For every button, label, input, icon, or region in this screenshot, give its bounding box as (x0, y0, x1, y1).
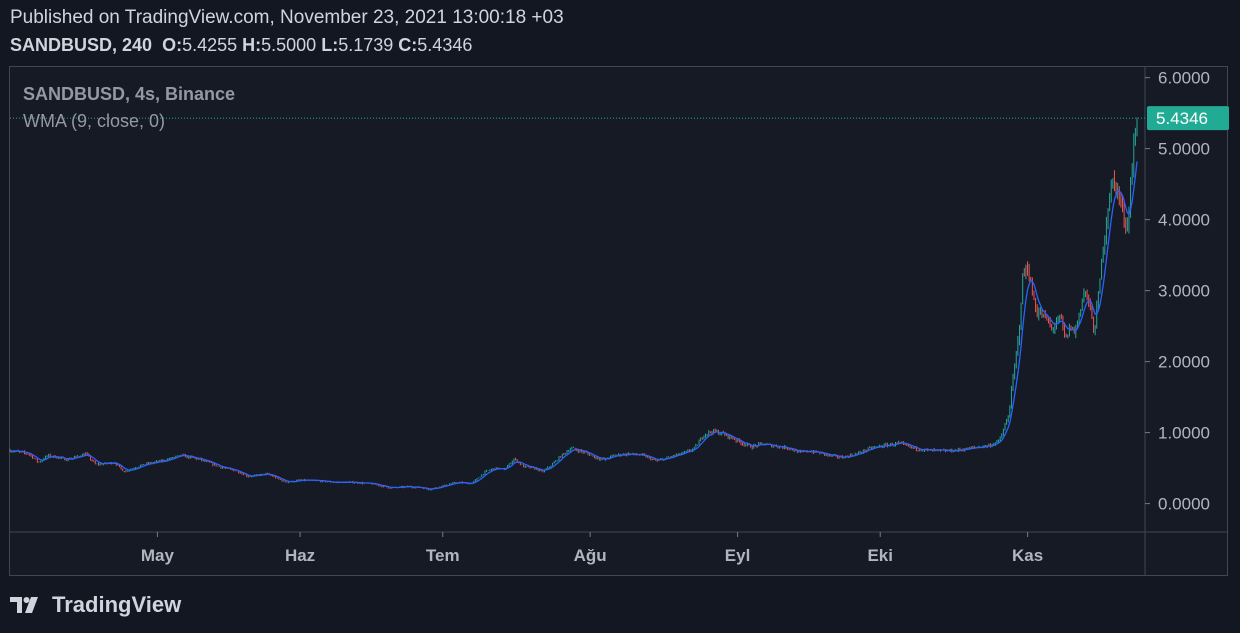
y-tick-label: 5.0000 (1158, 140, 1210, 159)
high-value: 5.5000 (261, 35, 317, 55)
y-tick-label: 6.0000 (1158, 69, 1210, 88)
wma-line (9, 161, 1138, 490)
x-tick-label: Kas (1012, 546, 1043, 565)
x-tick-label: Haz (285, 546, 315, 565)
last-price-label: 5.4346 (1156, 109, 1208, 128)
close-value: 5.4346 (417, 35, 473, 55)
y-tick-label: 3.0000 (1158, 282, 1210, 301)
x-tick-label: May (141, 546, 175, 565)
ohlc-header: SANDBUSD, 240 O:5.4255 H:5.5000 L:5.1739… (10, 35, 472, 56)
tradingview-logo-icon (10, 597, 38, 613)
x-tick-label: Eyl (725, 546, 751, 565)
x-tick-label: Tem (426, 546, 460, 565)
time-axis[interactable]: May Haz Tem Ağu Eyl Eki Kas (141, 532, 1043, 565)
symbol-interval: SANDBUSD, 240 (10, 35, 153, 55)
x-tick-label: Eki (867, 546, 893, 565)
close-label: C: (398, 35, 418, 55)
y-tick-label: 0.0000 (1158, 495, 1210, 514)
price-axis[interactable]: 0.0000 1.0000 2.0000 3.0000 4.0000 5.0000 6.00… (1145, 69, 1210, 514)
low-label: L: (321, 35, 339, 55)
brand-name: TradingView (52, 592, 182, 617)
chart-panel[interactable] (9, 66, 1228, 576)
candle-series (9, 117, 1138, 491)
indicator-legend[interactable]: WMA (9, close, 0) (23, 111, 166, 131)
low-value: 5.1739 (338, 35, 394, 55)
y-tick-label: 4.0000 (1158, 211, 1210, 230)
open-value: 5.4255 (182, 35, 238, 55)
high-label: H: (242, 35, 262, 55)
x-tick-label: Ağu (574, 546, 607, 565)
series-legend[interactable]: SANDBUSD, 4s, Binance (23, 84, 236, 104)
tradingview-brand[interactable]: TradingView (10, 592, 181, 618)
published-caption: Published on TradingView.com, November 2… (10, 7, 564, 28)
y-tick-label: 2.0000 (1158, 353, 1210, 372)
open-label: O: (162, 35, 183, 55)
last-price-badge: 5.4346 (1147, 106, 1229, 131)
y-tick-label: 1.0000 (1158, 424, 1210, 443)
